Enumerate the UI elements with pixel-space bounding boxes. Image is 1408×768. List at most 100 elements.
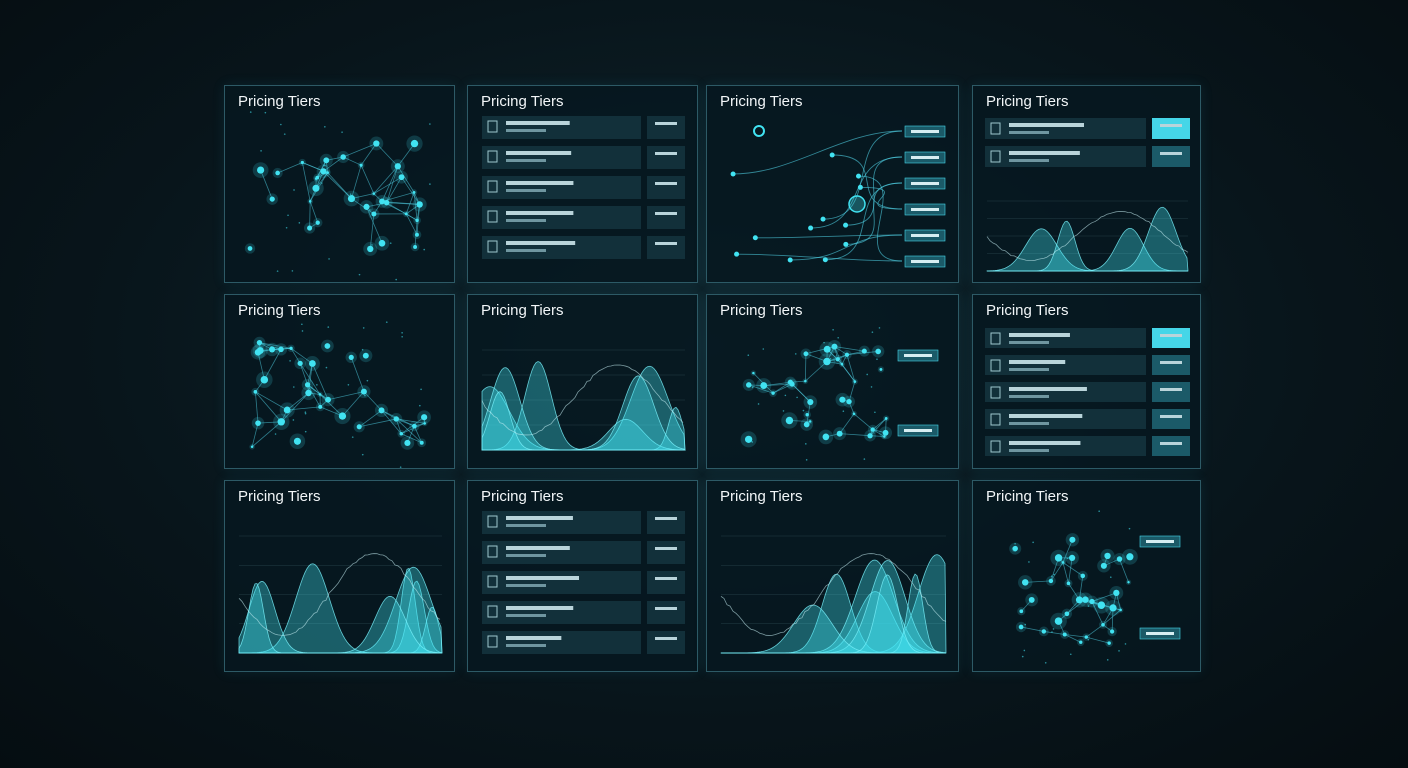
list-text xyxy=(506,129,546,132)
list-text xyxy=(1009,449,1049,452)
panel-graphic xyxy=(238,535,443,654)
list-action xyxy=(647,601,685,624)
particle xyxy=(289,360,291,362)
list-text xyxy=(1009,441,1081,445)
network-node xyxy=(1089,598,1095,605)
particle xyxy=(304,411,307,413)
particle xyxy=(805,443,807,445)
network-node xyxy=(320,168,327,175)
particle xyxy=(371,244,373,246)
particle xyxy=(1106,553,1109,556)
network-edge xyxy=(748,384,774,394)
network-edge xyxy=(309,201,319,223)
particle xyxy=(805,459,808,461)
particle xyxy=(1068,556,1071,559)
tag-text xyxy=(911,182,939,185)
network-edge xyxy=(363,391,382,411)
particle xyxy=(349,193,352,195)
particle xyxy=(420,388,422,391)
list-text xyxy=(506,211,574,215)
network-node xyxy=(807,398,814,406)
panel: Pricing Tiers xyxy=(706,85,959,283)
particle xyxy=(876,358,878,360)
network-edge xyxy=(834,346,843,365)
particle xyxy=(878,327,881,329)
network-node xyxy=(410,139,419,148)
network-node xyxy=(393,416,399,422)
panel-graphic xyxy=(244,111,431,281)
network-node xyxy=(308,360,316,367)
flow-line xyxy=(825,182,903,261)
network-node xyxy=(423,422,426,425)
network-node xyxy=(256,339,263,346)
trend-line xyxy=(986,211,1189,261)
panel-title: Pricing Tiers xyxy=(986,302,1069,319)
network-node xyxy=(414,232,419,237)
flow-node xyxy=(808,225,814,231)
particle xyxy=(1106,659,1109,661)
list-action xyxy=(1152,328,1190,348)
particle xyxy=(362,327,365,329)
network-node xyxy=(363,203,370,210)
network-node xyxy=(399,432,404,436)
particle xyxy=(1109,576,1112,579)
list-action xyxy=(647,116,685,139)
network-edge xyxy=(277,162,303,174)
particle xyxy=(276,270,279,272)
network-node xyxy=(347,194,356,203)
particle xyxy=(321,182,323,184)
list-row xyxy=(482,206,641,229)
network-node xyxy=(305,389,312,397)
panel-title: Pricing Tiers xyxy=(238,93,321,110)
particle xyxy=(351,436,354,438)
particle xyxy=(1087,638,1090,641)
network-node xyxy=(412,190,416,194)
list-icon xyxy=(487,120,498,133)
network-edge xyxy=(323,156,344,172)
list-text xyxy=(506,614,546,617)
network-edge xyxy=(846,354,856,382)
network-node xyxy=(1113,589,1120,597)
network-node xyxy=(1097,601,1106,609)
network-edge xyxy=(397,143,415,167)
flow-node xyxy=(734,251,740,257)
network-node xyxy=(823,357,831,366)
network-edge xyxy=(342,391,365,417)
network-edge xyxy=(1043,631,1065,635)
particle xyxy=(829,357,832,360)
tag-text xyxy=(911,156,939,159)
list-action-text xyxy=(1160,152,1182,155)
network-node xyxy=(254,349,262,356)
network-node xyxy=(1062,632,1067,637)
particle xyxy=(866,373,868,376)
list-row xyxy=(985,382,1146,402)
network-node xyxy=(300,160,304,165)
list-text xyxy=(1009,341,1049,344)
network-edge xyxy=(1062,562,1069,584)
particle xyxy=(787,416,790,419)
network-node xyxy=(808,420,812,423)
network-edge xyxy=(263,349,282,380)
list-text xyxy=(1009,395,1049,398)
network-node xyxy=(278,346,284,353)
network-node xyxy=(1101,622,1105,627)
network-node xyxy=(1082,596,1089,603)
network-edge xyxy=(290,347,313,364)
network-node xyxy=(289,346,293,350)
particle xyxy=(1050,575,1053,578)
list-text xyxy=(1009,368,1049,371)
network-node xyxy=(844,352,850,357)
panel-title: Pricing Tiers xyxy=(481,488,564,505)
trend-line xyxy=(481,364,684,436)
particle xyxy=(1124,643,1127,645)
network-edge xyxy=(290,348,301,364)
network-edge xyxy=(366,206,383,244)
network-edge xyxy=(320,406,343,417)
list-text xyxy=(1009,333,1070,337)
list-icon xyxy=(990,332,1001,345)
panel-graphic xyxy=(985,118,1190,272)
panel-title: Pricing Tiers xyxy=(238,488,321,505)
network-edge xyxy=(1102,609,1121,626)
particle xyxy=(419,404,421,407)
network-node xyxy=(398,174,405,181)
